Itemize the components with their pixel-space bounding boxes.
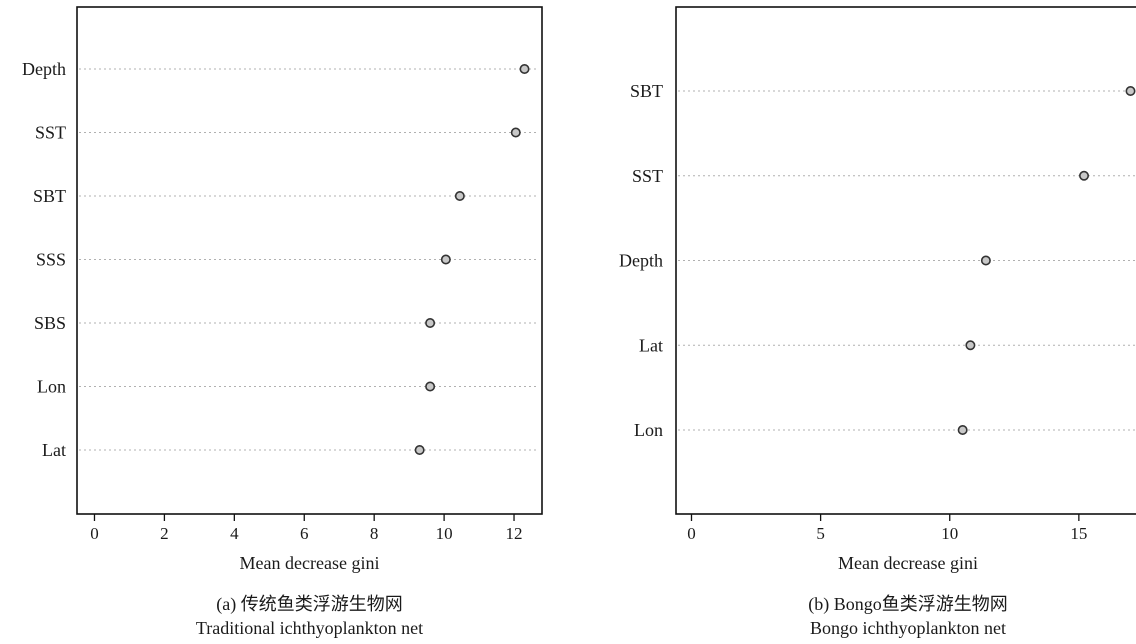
category-label-b-1: SST bbox=[632, 166, 663, 186]
x-tick-label-a-2: 4 bbox=[230, 524, 239, 543]
caption-b-line1: (b) Bongo鱼类浮游生物网 bbox=[808, 594, 1008, 615]
x-tick-label-b-3: 15 bbox=[1070, 524, 1087, 543]
data-point-b-0 bbox=[1125, 86, 1136, 97]
x-tick-label-a-3: 6 bbox=[300, 524, 309, 543]
caption-b-line2: Bongo ichthyoplankton net bbox=[810, 618, 1006, 638]
panel-b: SBT SST Depth Lat Lon 0 5 10 15 Mean decrease gi… bbox=[619, 6, 1136, 638]
data-point-b-4 bbox=[957, 424, 968, 435]
category-label-b-4: Lon bbox=[634, 420, 663, 440]
panel-a: Depth SST SBT SSS SBS Lon Lat 0 2 4 6 8 10 12 Mean de… bbox=[22, 6, 543, 638]
marks-b: SBT SST Depth Lat Lon 0 5 10 15 bbox=[619, 81, 1136, 543]
data-point-b-2 bbox=[980, 255, 991, 266]
x-tick-label-b-2: 10 bbox=[941, 524, 958, 543]
data-point-a-0 bbox=[519, 64, 530, 75]
x-tick-label-a-6: 12 bbox=[506, 524, 523, 543]
data-point-b-1 bbox=[1079, 170, 1090, 181]
category-label-a-6: Lat bbox=[42, 440, 66, 460]
category-label-b-2: Depth bbox=[619, 251, 663, 271]
category-label-a-5: Lon bbox=[37, 377, 66, 397]
data-point-a-6 bbox=[414, 444, 425, 455]
x-tick-label-a-5: 10 bbox=[436, 524, 453, 543]
x-axis-title-a: Mean decrease gini bbox=[240, 553, 380, 573]
category-label-a-3: SSS bbox=[36, 250, 66, 270]
category-label-a-1: SST bbox=[35, 123, 66, 143]
category-label-a-0: Depth bbox=[22, 59, 66, 79]
data-point-a-2 bbox=[454, 191, 465, 202]
x-axis-title-b: Mean decrease gini bbox=[838, 553, 978, 573]
data-point-b-3 bbox=[965, 340, 976, 351]
category-label-b-3: Lat bbox=[639, 335, 663, 355]
x-tick-label-a-4: 8 bbox=[370, 524, 379, 543]
data-point-a-3 bbox=[440, 254, 451, 265]
category-label-a-4: SBS bbox=[34, 313, 66, 333]
plot-frame-b bbox=[675, 6, 1136, 515]
category-label-a-2: SBT bbox=[33, 186, 66, 206]
x-tick-label-a-0: 0 bbox=[90, 524, 99, 543]
x-tick-label-b-0: 0 bbox=[687, 524, 696, 543]
plot-frame-a bbox=[76, 6, 543, 515]
category-label-b-0: SBT bbox=[630, 81, 663, 101]
data-point-a-5 bbox=[425, 381, 436, 392]
data-point-a-4 bbox=[425, 317, 436, 328]
x-tick-label-b-1: 5 bbox=[816, 524, 825, 543]
marks-a: Depth SST SBT SSS SBS Lon Lat 0 2 4 6 8 10 12 bbox=[22, 59, 538, 543]
caption-a-line2: Traditional ichthyoplankton net bbox=[196, 618, 423, 638]
caption-a-line1: (a) 传统鱼类浮游生物网 bbox=[216, 594, 402, 615]
x-tick-label-a-1: 2 bbox=[160, 524, 169, 543]
data-point-a-1 bbox=[510, 127, 521, 138]
